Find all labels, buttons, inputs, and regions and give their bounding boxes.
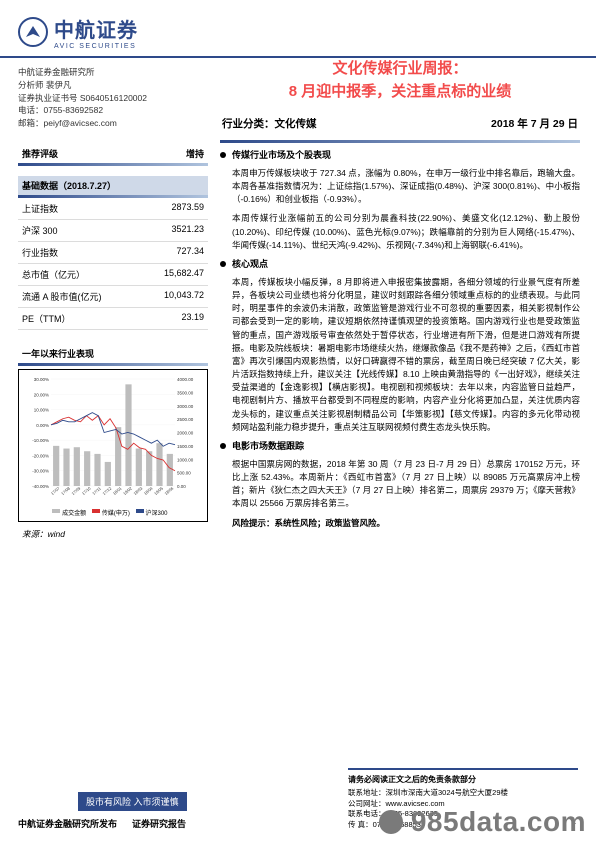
svg-text:500.00: 500.00: [177, 470, 191, 475]
classify-row: 行业分类：文化传媒 2018 年 7 月 29 日: [220, 113, 580, 134]
basic-data-table: 上证指数 2873.59 沪深 300 3521.23 行业指数 727.34 总市值（亿元…: [18, 198, 208, 330]
basic-header: 基础数据（2018.7.27）: [18, 176, 208, 195]
org-info: 中航证券金融研究所 分析师 裴伊凡 证券执业证书号 S0640516120002…: [18, 66, 208, 130]
logo-icon: [18, 17, 48, 47]
basic-val: 2873.59: [171, 202, 204, 215]
watermark-icon: [379, 810, 403, 834]
basic-key: 行业指数: [22, 246, 58, 259]
title-line1: 文化传媒行业周报：: [220, 58, 580, 81]
svg-text:4000.00: 4000.00: [177, 377, 194, 382]
svg-text:18/02: 18/02: [122, 485, 133, 496]
svg-text:2000.00: 2000.00: [177, 430, 194, 435]
section-heading: 传媒行业市场及个股表现: [220, 149, 580, 163]
svg-text:17/10: 17/10: [81, 485, 92, 496]
basic-row: 行业指数 727.34: [18, 242, 208, 264]
basic-row: 流通 A 股市值(亿元) 10,043.72: [18, 286, 208, 308]
svg-text:17/07: 17/07: [50, 485, 61, 496]
divider-bar: [18, 363, 208, 366]
right-column: 文化传媒行业周报： 8 月迎中报季，关注重点标的业绩 行业分类：文化传媒 201…: [220, 58, 580, 530]
section-heading: 核心观点: [220, 258, 580, 272]
logo-en: AVIC SECURITIES: [54, 43, 138, 50]
report-date: 2018 年 7 月 29 日: [491, 116, 578, 131]
left-column: 中航证券金融研究所 分析师 裴伊凡 证券执业证书号 S0640516120002…: [18, 66, 208, 540]
svg-text:-10.00%: -10.00%: [32, 438, 49, 443]
svg-text:18/04: 18/04: [143, 485, 154, 496]
rating-label: 推荐评级: [22, 147, 58, 160]
footer-doctype: 证券研究报告: [132, 819, 186, 829]
basic-val: 23.19: [181, 312, 204, 325]
svg-text:2500.00: 2500.00: [177, 417, 194, 422]
svg-text:0.00: 0.00: [177, 484, 186, 489]
footer-left-block: 股市有风险 入市须谨慎 中航证券金融研究所发布 证券研究报告: [18, 792, 187, 830]
section-paragraph: 本周申万传媒板块收于 727.34 点，涨幅为 0.80%，在申万一级行业中排名…: [220, 167, 580, 207]
svg-text:1500.00: 1500.00: [177, 444, 194, 449]
org-analyst: 分析师 裴伊凡: [18, 79, 208, 92]
disclaimer-title: 请务必阅读正文之后的免责条款部分: [348, 774, 578, 785]
watermark-text: 985data.com: [411, 806, 586, 837]
risk-text: 系统性风险；政策监管风险。: [275, 518, 386, 528]
chart-source: 来源：wind: [18, 528, 208, 540]
footer-addr: 联系地址：深圳市深南大道3024号航空大厦29楼: [348, 788, 578, 799]
risk-label: 风险提示：: [232, 518, 275, 528]
org-dept: 中航证券金融研究所: [18, 66, 208, 79]
svg-text:17/08: 17/08: [60, 485, 71, 496]
section-heading: 电影市场数据跟踪: [220, 440, 580, 454]
body-sections: 传媒行业市场及个股表现本周申万传媒板块收于 727.34 点，涨幅为 0.80%…: [220, 149, 580, 511]
svg-text:17/12: 17/12: [101, 485, 112, 496]
basic-row: PE（TTM） 23.19: [18, 308, 208, 330]
basic-row: 沪深 300 3521.23: [18, 220, 208, 242]
svg-text:0.00%: 0.00%: [36, 423, 49, 428]
risk-banner: 股市有风险 入市须谨慎: [78, 792, 187, 811]
svg-text:20.00%: 20.00%: [34, 392, 49, 397]
basic-key: 流通 A 股市值(亿元): [22, 290, 102, 303]
rating-row: 推荐评级 增持: [18, 144, 208, 163]
svg-text:17/11: 17/11: [91, 485, 102, 496]
svg-text:3500.00: 3500.00: [177, 390, 194, 395]
chart-svg: 30.00% 20.00% 10.00% 0.00% -10.00% -20.00% -30…: [23, 374, 203, 504]
basic-val: 3521.23: [171, 224, 204, 237]
watermark: 985data.com: [379, 806, 586, 838]
svg-text:18/05: 18/05: [153, 485, 164, 496]
svg-text:18/01: 18/01: [112, 485, 123, 496]
section-paragraph: 根据中国票房网的数据，2018 年第 30 周（7 月 23 日-7 月 29 …: [220, 458, 580, 511]
svg-text:10.00%: 10.00%: [34, 407, 49, 412]
basic-key: PE（TTM）: [22, 312, 71, 325]
svg-text:1000.00: 1000.00: [177, 457, 194, 462]
basic-key: 沪深 300: [22, 224, 58, 237]
footer-issuer-row: 中航证券金融研究所发布 证券研究报告: [18, 817, 187, 830]
svg-text:-40.00%: -40.00%: [32, 484, 49, 489]
basic-row: 上证指数 2873.59: [18, 198, 208, 220]
org-mail: 邮箱：peiyf@avicsec.com: [18, 117, 208, 130]
svg-text:18/03: 18/03: [132, 485, 143, 496]
report-title: 文化传媒行业周报： 8 月迎中报季，关注重点标的业绩: [220, 58, 580, 103]
chart-title: 一年以来行业表现: [18, 344, 208, 363]
title-line2: 8 月迎中报季，关注重点标的业绩: [220, 81, 580, 104]
performance-chart: 30.00% 20.00% 10.00% 0.00% -10.00% -20.00% -30…: [18, 369, 208, 522]
footer-issuer: 中航证券金融研究所发布: [18, 819, 117, 829]
svg-text:3000.00: 3000.00: [177, 404, 194, 409]
basic-val: 15,682.47: [164, 268, 204, 281]
logo-cn: 中航证券: [54, 14, 138, 43]
classify-label: 行业分类：文化传媒: [222, 116, 317, 131]
svg-text:30.00%: 30.00%: [34, 377, 49, 382]
section-paragraph: 本周，传媒板块小幅反弹，8 月即将进入申报密集披露期，各细分领域的行业景气度有所…: [220, 276, 580, 434]
svg-text:17/09: 17/09: [70, 485, 81, 496]
chart-legend: 成交金额 传媒(申万) 沪深300: [23, 508, 203, 517]
basic-val: 10,043.72: [164, 290, 204, 303]
header: 中航证券 AVIC SECURITIES: [0, 0, 596, 58]
svg-text:18/06: 18/06: [163, 485, 174, 496]
org-cert: 证券执业证书号 S0640516120002: [18, 92, 208, 105]
basic-row: 总市值（亿元） 15,682.47: [18, 264, 208, 286]
org-tel: 电话：0755-83692582: [18, 104, 208, 117]
risk-note: 风险提示：系统性风险；政策监管风险。: [220, 517, 580, 530]
logo-text: 中航证券 AVIC SECURITIES: [54, 14, 138, 50]
basic-key: 上证指数: [22, 202, 58, 215]
basic-val: 727.34: [176, 246, 204, 259]
svg-text:-20.00%: -20.00%: [32, 453, 49, 458]
rating-value: 增持: [186, 147, 204, 160]
svg-text:-30.00%: -30.00%: [32, 468, 49, 473]
section-paragraph: 本周传媒行业涨幅前五的公司分别为晨鑫科技(22.90%)、美盛文化(12.12%…: [220, 212, 580, 252]
basic-key: 总市值（亿元）: [22, 268, 85, 281]
